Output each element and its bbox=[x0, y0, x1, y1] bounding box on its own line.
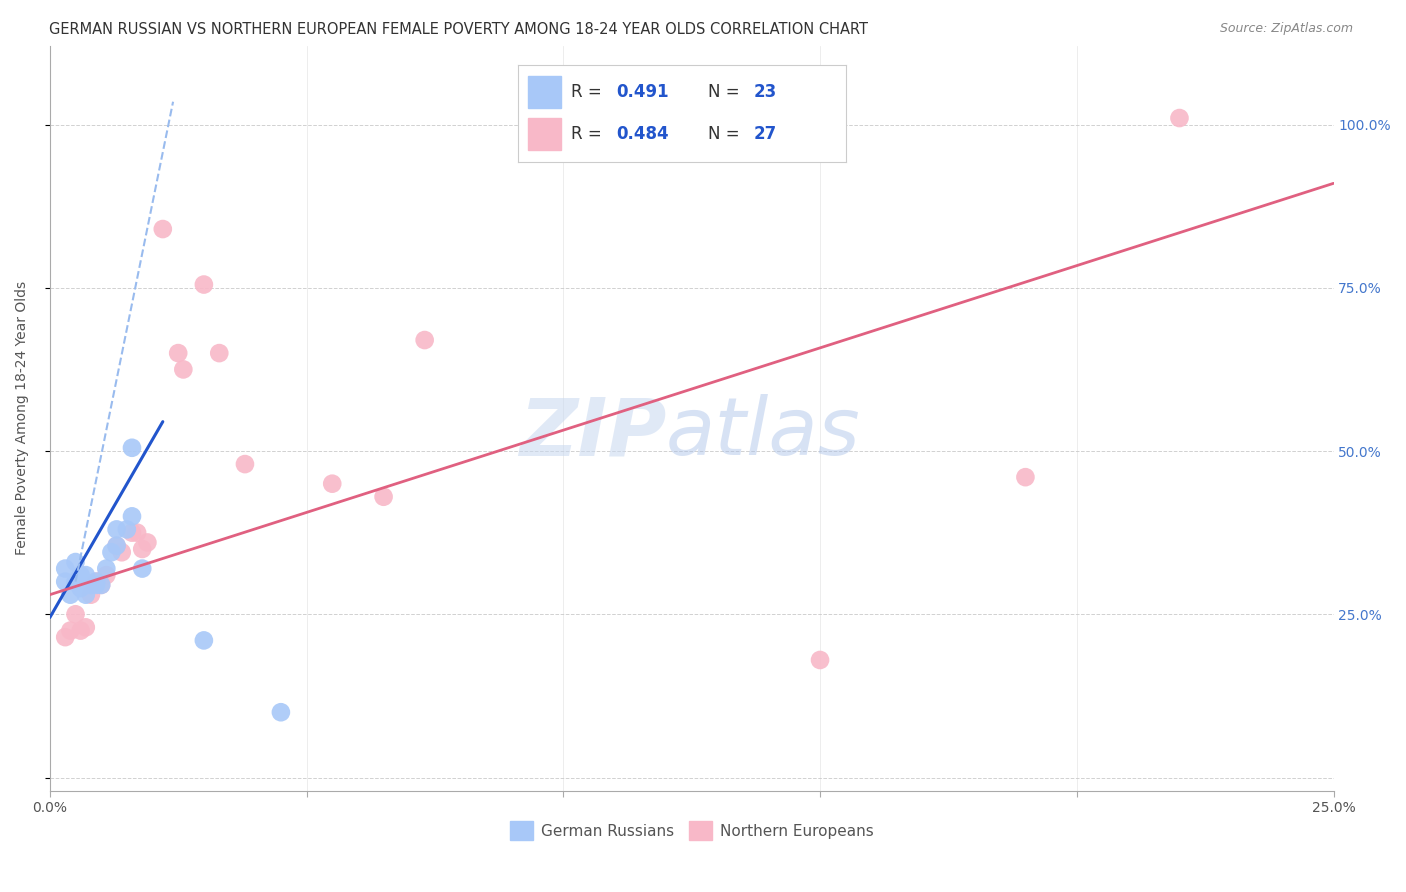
Point bbox=[90, 578, 112, 592]
Text: GERMAN RUSSIAN VS NORTHERN EUROPEAN FEMALE POVERTY AMONG 18-24 YEAR OLDS CORRELA: GERMAN RUSSIAN VS NORTHERN EUROPEAN FEMA… bbox=[49, 22, 869, 37]
Point bbox=[53, 574, 76, 589]
Point bbox=[90, 578, 112, 592]
Text: atlas: atlas bbox=[666, 394, 860, 472]
Point bbox=[136, 535, 159, 549]
Point bbox=[53, 630, 76, 644]
Point bbox=[111, 545, 134, 559]
Point bbox=[75, 620, 97, 634]
Point bbox=[75, 588, 97, 602]
Point bbox=[233, 457, 256, 471]
Point bbox=[373, 490, 395, 504]
Point bbox=[208, 346, 231, 360]
Point bbox=[65, 555, 87, 569]
Point bbox=[193, 277, 215, 292]
Text: Source: ZipAtlas.com: Source: ZipAtlas.com bbox=[1219, 22, 1353, 36]
Point bbox=[193, 633, 215, 648]
Point bbox=[270, 705, 292, 719]
Point bbox=[59, 588, 82, 602]
Point bbox=[84, 578, 107, 592]
Y-axis label: Female Poverty Among 18-24 Year Olds: Female Poverty Among 18-24 Year Olds bbox=[15, 281, 30, 556]
Point bbox=[808, 653, 831, 667]
Point bbox=[75, 568, 97, 582]
Point bbox=[65, 574, 87, 589]
Point bbox=[96, 561, 118, 575]
Point bbox=[80, 588, 103, 602]
Legend: German Russians, Northern Europeans: German Russians, Northern Europeans bbox=[503, 815, 879, 847]
Point bbox=[131, 541, 153, 556]
Point bbox=[321, 476, 343, 491]
Point bbox=[65, 607, 87, 622]
Point bbox=[84, 574, 107, 589]
Point bbox=[172, 362, 194, 376]
Point bbox=[80, 578, 103, 592]
Text: ZIP: ZIP bbox=[519, 394, 666, 472]
Point bbox=[152, 222, 174, 236]
Point bbox=[413, 333, 436, 347]
Point bbox=[127, 525, 149, 540]
Point bbox=[53, 561, 76, 575]
Point bbox=[96, 568, 118, 582]
Point bbox=[105, 539, 128, 553]
Point bbox=[59, 624, 82, 638]
Point bbox=[105, 539, 128, 553]
Point bbox=[167, 346, 190, 360]
Point bbox=[105, 522, 128, 536]
Point bbox=[131, 561, 153, 575]
Point bbox=[121, 509, 143, 524]
Point bbox=[100, 545, 122, 559]
Point bbox=[69, 624, 91, 638]
Point bbox=[121, 441, 143, 455]
Point bbox=[69, 568, 91, 582]
Point bbox=[121, 525, 143, 540]
Point bbox=[115, 522, 138, 536]
Point bbox=[1014, 470, 1036, 484]
Point bbox=[1168, 111, 1191, 125]
Point bbox=[84, 574, 107, 589]
Point bbox=[69, 581, 91, 595]
